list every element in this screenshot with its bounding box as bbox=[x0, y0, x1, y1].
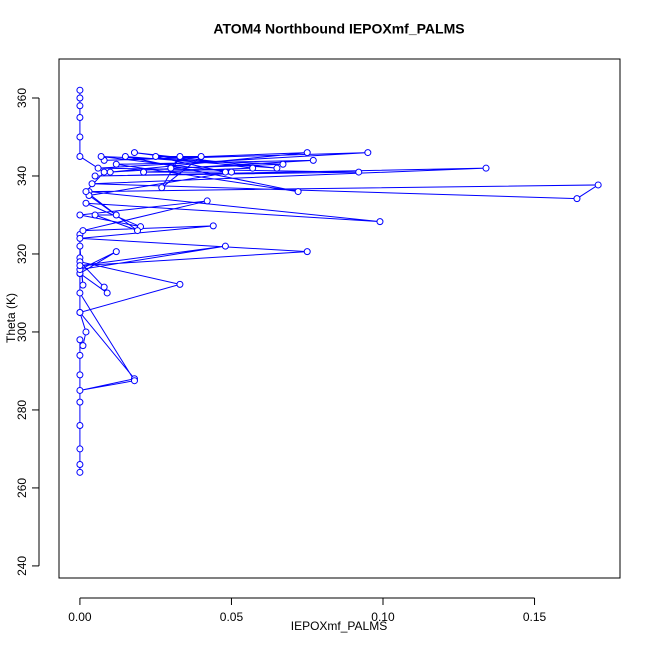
data-point bbox=[88, 180, 96, 188]
data-point bbox=[573, 195, 581, 203]
data-point bbox=[227, 168, 235, 176]
data-point bbox=[376, 218, 384, 226]
chart-title: ATOM4 Northbound IEPOXmf_PALMS bbox=[213, 21, 464, 37]
data-point bbox=[273, 164, 281, 172]
data-point bbox=[76, 234, 84, 242]
y-tick-label: 260 bbox=[15, 478, 29, 498]
data-point bbox=[76, 262, 84, 270]
data-point bbox=[103, 289, 111, 297]
y-tick-label: 360 bbox=[15, 88, 29, 108]
data-point bbox=[221, 242, 229, 250]
data-point bbox=[364, 149, 372, 157]
data-point bbox=[82, 188, 90, 196]
data-point bbox=[76, 289, 84, 297]
data-point bbox=[76, 133, 84, 141]
data-point bbox=[76, 468, 84, 476]
data-point bbox=[76, 371, 84, 379]
data-point bbox=[76, 398, 84, 406]
y-axis-label: Theta (K) bbox=[4, 293, 18, 343]
data-point bbox=[594, 181, 602, 189]
data-point bbox=[76, 445, 84, 453]
x-tick-label: 0.10 bbox=[371, 610, 395, 624]
data-point bbox=[76, 102, 84, 110]
data-point bbox=[82, 199, 90, 207]
data-point bbox=[91, 172, 99, 180]
data-point bbox=[100, 283, 108, 291]
data-point bbox=[91, 211, 99, 219]
data-point bbox=[309, 156, 317, 164]
data-point bbox=[76, 242, 84, 250]
data-point bbox=[112, 248, 120, 256]
data-point bbox=[152, 152, 160, 160]
data-point bbox=[303, 149, 311, 157]
y-tick-label: 320 bbox=[15, 244, 29, 264]
data-point bbox=[76, 336, 84, 344]
data-point bbox=[203, 197, 211, 205]
data-point bbox=[76, 94, 84, 102]
y-tick-label: 340 bbox=[15, 166, 29, 186]
data-point bbox=[130, 377, 138, 385]
data-point bbox=[76, 86, 84, 94]
data-point bbox=[76, 308, 84, 316]
data-point bbox=[76, 113, 84, 121]
data-point bbox=[209, 222, 217, 230]
data-point bbox=[112, 160, 120, 168]
data-point bbox=[79, 342, 87, 350]
x-tick-label: 0.05 bbox=[220, 610, 244, 624]
data-line bbox=[78, 90, 600, 473]
data-point bbox=[76, 386, 84, 394]
data-point bbox=[94, 164, 102, 172]
data-point bbox=[130, 149, 138, 157]
data-point bbox=[197, 152, 205, 160]
data-point bbox=[100, 168, 108, 176]
y-tick-label: 300 bbox=[15, 322, 29, 342]
data-point bbox=[112, 211, 120, 219]
data-point bbox=[133, 227, 141, 235]
x-axis-label: IEPOXmf_PALMS bbox=[291, 619, 387, 633]
data-point bbox=[176, 280, 184, 288]
x-tick-label: 0.15 bbox=[523, 610, 547, 624]
x-tick-label: 0.00 bbox=[68, 610, 92, 624]
data-point bbox=[106, 168, 114, 176]
data-point bbox=[76, 422, 84, 430]
data-point bbox=[82, 328, 90, 336]
y-tick-label: 280 bbox=[15, 400, 29, 420]
data-point bbox=[76, 211, 84, 219]
data-point bbox=[279, 160, 287, 168]
data-point bbox=[140, 168, 148, 176]
data-point bbox=[176, 152, 184, 160]
data-point bbox=[158, 184, 166, 192]
data-point bbox=[249, 164, 257, 172]
data-point bbox=[167, 164, 175, 172]
data-point bbox=[76, 152, 84, 160]
data-point bbox=[303, 248, 311, 256]
data-point bbox=[355, 168, 363, 176]
data-point bbox=[76, 461, 84, 469]
data-point bbox=[79, 227, 87, 235]
data-point bbox=[97, 152, 105, 160]
data-point bbox=[482, 164, 490, 172]
data-point bbox=[76, 351, 84, 359]
data-point bbox=[79, 281, 87, 289]
data-point bbox=[121, 152, 129, 160]
data-point bbox=[221, 168, 229, 176]
data-point bbox=[294, 188, 302, 196]
y-tick-label: 240 bbox=[15, 556, 29, 576]
plot-box bbox=[58, 58, 621, 579]
